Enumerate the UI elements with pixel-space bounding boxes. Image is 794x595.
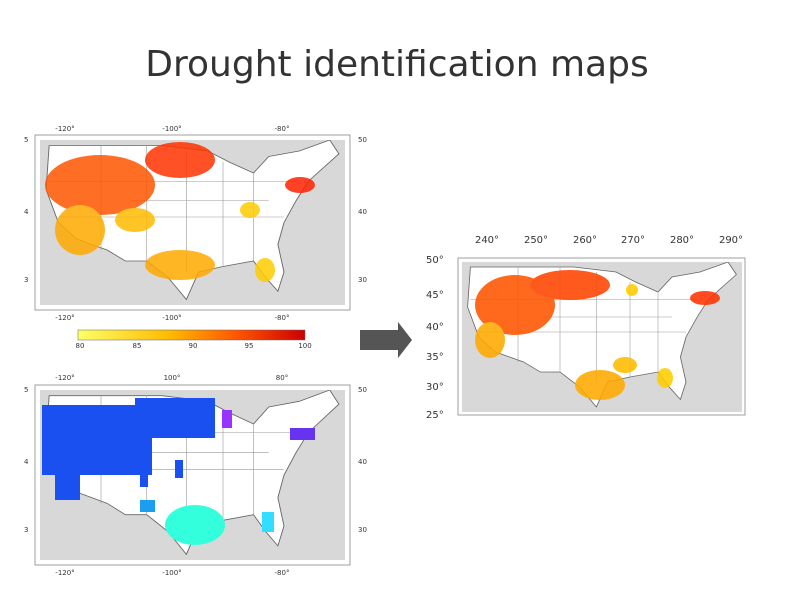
map-right (457, 257, 746, 416)
axis-label: 260° (573, 235, 597, 246)
axis-label: 270° (621, 235, 645, 246)
axis-label: -120° (55, 314, 74, 322)
axis-label: 30 (358, 526, 367, 534)
axis-label: 30° (426, 382, 444, 393)
axis-label: 3 (24, 526, 28, 534)
axis-label: -120° (55, 569, 74, 577)
axis-label: 280° (670, 235, 694, 246)
axis-label: -80° (275, 125, 290, 133)
axis-label: 5 (24, 386, 28, 394)
axis-label: 80 (76, 342, 85, 350)
map-bottom (34, 384, 351, 566)
axis-label: -120° (55, 125, 74, 133)
axis-label: 85 (133, 342, 142, 350)
axis-label: -120° (55, 374, 74, 382)
axis-label: 40° (426, 322, 444, 333)
slide-title: Drought identification maps (145, 44, 648, 85)
arrow (360, 322, 412, 358)
axis-label: 3 (24, 276, 28, 284)
axis-label: 50° (426, 255, 444, 266)
axis-label: 4 (24, 458, 29, 466)
axis-label: 100° (164, 374, 181, 382)
axis-label: -100° (162, 569, 181, 577)
axis-label: -80° (275, 314, 290, 322)
axis-label: 50 (358, 386, 367, 394)
axis-label: 5 (24, 136, 28, 144)
axis-label: 35° (426, 352, 444, 363)
axis-label: 240° (475, 235, 499, 246)
axis-label: 80° (276, 374, 288, 382)
axis-label: 250° (524, 235, 548, 246)
axis-label: 30 (358, 276, 367, 284)
axis-label: 90 (189, 342, 198, 350)
colorbar (77, 329, 306, 341)
axis-label: 95 (245, 342, 254, 350)
axis-label: 40 (358, 458, 367, 466)
axis-label: 25° (426, 410, 444, 421)
axis-label: 290° (719, 235, 743, 246)
axis-label: -100° (162, 314, 181, 322)
axis-label: -80° (275, 569, 290, 577)
axis-label: -100° (162, 125, 181, 133)
map-top (34, 134, 351, 311)
axis-label: 50 (358, 136, 367, 144)
axis-label: 100 (298, 342, 311, 350)
axis-label: 40 (358, 208, 367, 216)
axis-label: 45° (426, 290, 444, 301)
axis-label: 4 (24, 208, 29, 216)
